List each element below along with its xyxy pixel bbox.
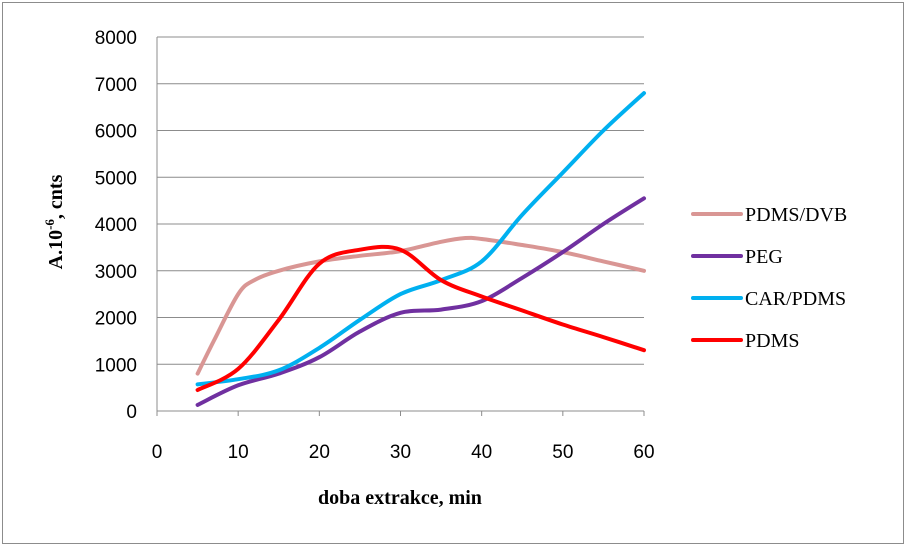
series-lines — [195, 91, 646, 407]
y-tick-label: 1000 — [95, 355, 137, 376]
y-axis-title-suffix: , cnts — [45, 174, 67, 219]
axes — [156, 37, 645, 416]
series-line-pdms-dvb — [195, 235, 646, 376]
x-tick-label: 40 — [471, 442, 492, 463]
x-tick-labels: 0 10 20 30 40 50 60 — [152, 442, 655, 463]
y-axis-title: A.10-6, cnts — [42, 174, 67, 269]
y-tick-label: 6000 — [95, 122, 137, 143]
y-axis-title-superscript: -6 — [42, 219, 57, 230]
x-tick-label: 50 — [552, 442, 573, 463]
y-tick-label: 5000 — [95, 168, 137, 189]
legend-label-pdms: PDMS — [745, 330, 799, 352]
chart-frame — [2, 2, 904, 544]
legend-label-car-pdms: CAR/PDMS — [745, 288, 846, 310]
legend-label-peg: PEG — [745, 246, 783, 268]
x-tick-label: 60 — [633, 442, 654, 463]
x-tick-label: 0 — [152, 442, 163, 463]
x-tick-label: 20 — [309, 442, 330, 463]
y-tick-label: 0 — [126, 402, 137, 423]
series-line-car-pdms — [195, 91, 646, 387]
legend: PDMS/DVB PEG CAR/PDMS PDMS — [691, 204, 847, 352]
series-line-pdms — [195, 244, 646, 392]
series-line-peg — [195, 196, 646, 407]
grid-lines — [157, 36, 644, 412]
y-tick-label: 3000 — [95, 262, 137, 283]
y-tick-label: 7000 — [95, 75, 137, 96]
x-tick-label: 30 — [390, 442, 411, 463]
y-tick-labels: 0 1000 2000 3000 4000 5000 6000 7000 8000 — [95, 28, 137, 423]
y-tick-label: 8000 — [95, 28, 137, 49]
y-axis-title-main: A.10 — [45, 230, 67, 269]
y-tick-label: 2000 — [95, 309, 137, 330]
legend-label-pdms-dvb: PDMS/DVB — [745, 204, 847, 226]
x-axis-title: doba extrakce, min — [318, 487, 482, 509]
x-tick-label: 10 — [228, 442, 249, 463]
y-tick-label: 4000 — [95, 215, 137, 236]
